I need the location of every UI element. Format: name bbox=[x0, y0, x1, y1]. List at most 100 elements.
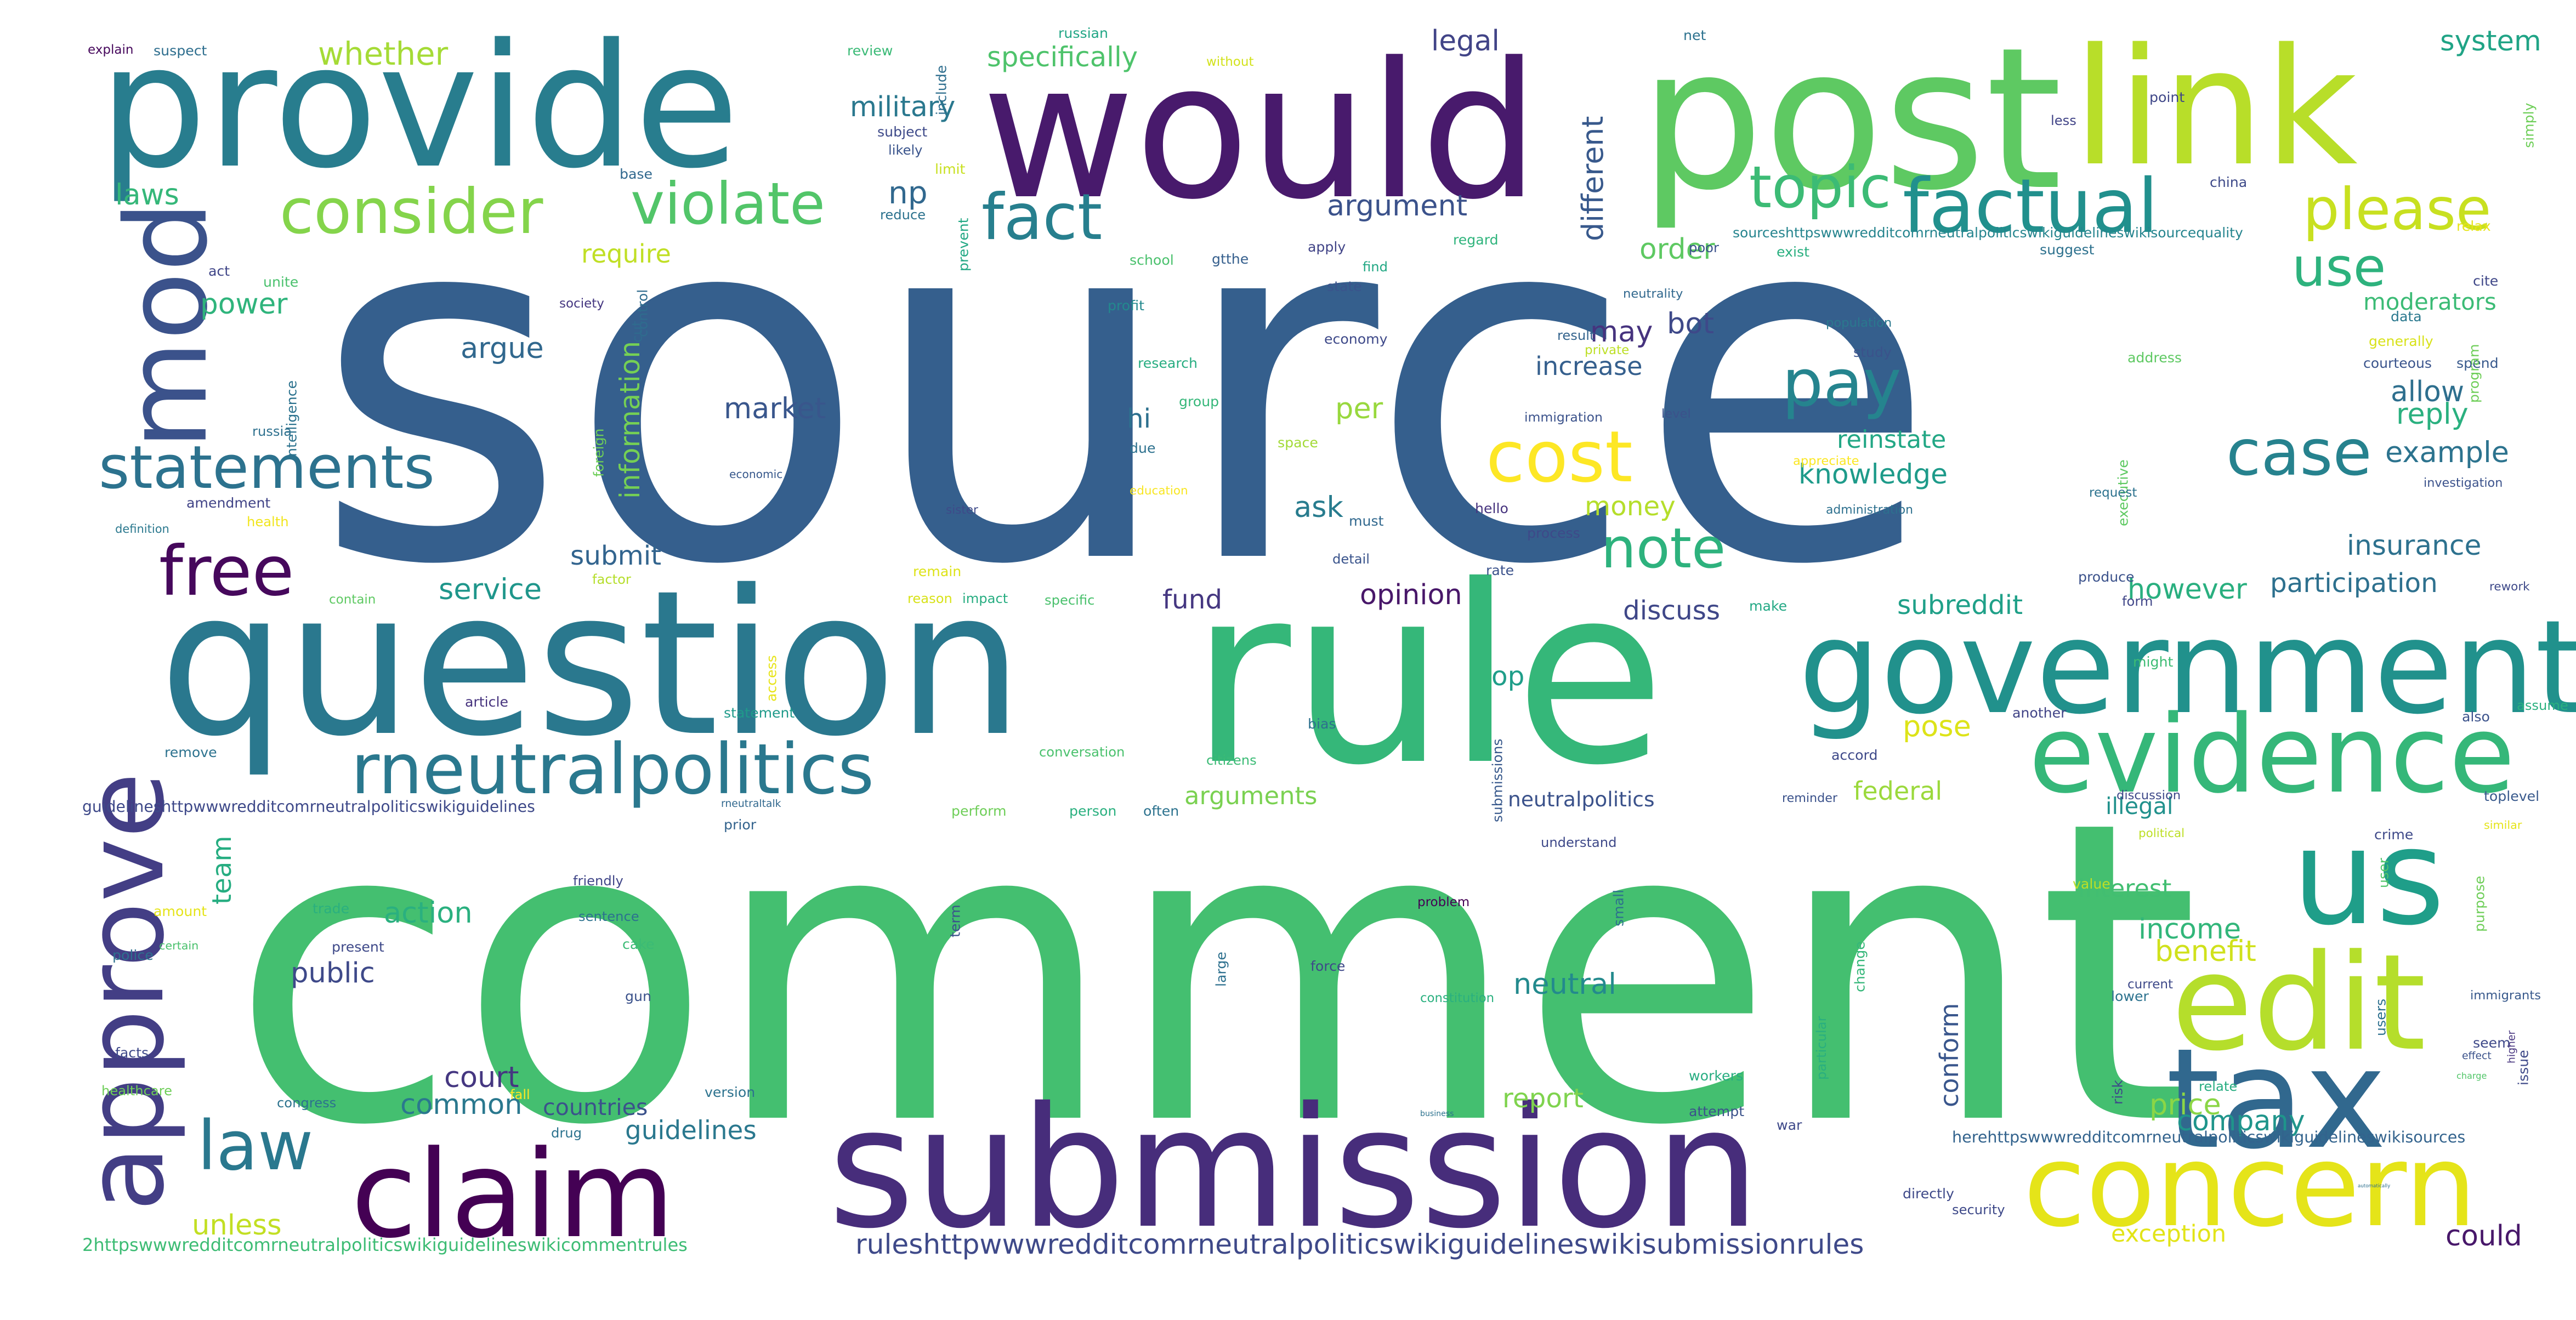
word-2httpswwwredditcomrneutralpoliticswikigu: 2httpswwwredditcomrneutralpoliticswikigu… bbox=[82, 1234, 688, 1255]
word-produce: produce bbox=[2078, 569, 2135, 585]
word-rneutraltalk: rneutraltalk bbox=[721, 798, 781, 810]
word-friendly: friendly bbox=[573, 873, 623, 889]
word-security: security bbox=[1952, 1202, 2005, 1217]
word-exception: exception bbox=[2111, 1220, 2227, 1248]
word-amount: amount bbox=[154, 903, 207, 919]
word-link: link bbox=[2073, 14, 2358, 202]
word-sourceshttpswwwredditcomrneutralpolitics: sourceshttpswwwredditcomrneutralpolitics… bbox=[1733, 225, 2243, 241]
word-conform: conform bbox=[1934, 1003, 1964, 1107]
word-russian: russian bbox=[1058, 25, 1108, 41]
word-apply: apply bbox=[1308, 239, 1346, 255]
word-point: point bbox=[2149, 89, 2185, 105]
word-act: act bbox=[208, 263, 230, 279]
word-russia: russia bbox=[252, 424, 292, 439]
word-sentence: sentence bbox=[578, 909, 639, 924]
word-population: population bbox=[1826, 316, 1892, 330]
word-opinion: opinion bbox=[1360, 578, 1462, 611]
word-military: military bbox=[850, 90, 956, 123]
word-post: post bbox=[1639, 6, 2063, 234]
word-guidelineshttpwwwredditcomrneutralpoliti: guidelineshttpwwwredditcomrneutralpoliti… bbox=[82, 798, 535, 816]
word-understand: understand bbox=[1541, 835, 1617, 850]
word-approve: approve bbox=[63, 772, 189, 1211]
word-however: however bbox=[2127, 573, 2247, 605]
word-law: law bbox=[197, 1107, 314, 1186]
word-conversation: conversation bbox=[1039, 744, 1125, 760]
word-health: health bbox=[247, 514, 289, 530]
word-limit: limit bbox=[935, 161, 966, 177]
word-service: service bbox=[439, 573, 542, 606]
word-particular: particular bbox=[1813, 1016, 1829, 1080]
word-whether: whether bbox=[318, 36, 449, 72]
word-citizens: citizens bbox=[1206, 753, 1257, 768]
word-another: another bbox=[2012, 705, 2067, 721]
word-reply: reply bbox=[2396, 397, 2469, 431]
word-investigation: investigation bbox=[2424, 476, 2503, 490]
word-bias: bias bbox=[1308, 716, 1336, 732]
word-factual: factual bbox=[1903, 163, 2159, 250]
word-reminder: reminder bbox=[1782, 791, 1837, 805]
word-workers: workers bbox=[1689, 1068, 1744, 1084]
word-fall: fall bbox=[510, 1087, 530, 1102]
word-congress: congress bbox=[277, 1095, 337, 1111]
word-healthcare: healthcare bbox=[101, 1083, 172, 1099]
word-business: business bbox=[1420, 1110, 1454, 1118]
word-seem: seem bbox=[2473, 1035, 2511, 1051]
word-sister: sister bbox=[946, 503, 978, 517]
word-ruleshttpwwwredditcomrneutralpoliticswik: ruleshttpwwwredditcomrneutralpoliticswik… bbox=[855, 1228, 1864, 1260]
word-case: case bbox=[2226, 417, 2372, 490]
word-price: price bbox=[2149, 1088, 2221, 1122]
word-without: without bbox=[1206, 55, 1254, 69]
word-generally: generally bbox=[2369, 333, 2433, 349]
word-less: less bbox=[2051, 113, 2076, 128]
word-government: government bbox=[1798, 592, 2576, 743]
word-trade: trade bbox=[313, 901, 350, 917]
word-intelligence: intelligence bbox=[283, 380, 300, 460]
word-gun: gun bbox=[625, 988, 651, 1004]
word-argue: argue bbox=[461, 332, 544, 365]
word-please: please bbox=[2303, 176, 2492, 243]
word-mod: mod bbox=[101, 201, 232, 450]
word-charge: charge bbox=[2456, 1071, 2487, 1081]
word-court: court bbox=[444, 1061, 519, 1094]
word-pose: pose bbox=[1903, 710, 1971, 743]
word-note: note bbox=[1601, 516, 1726, 581]
word-drug: drug bbox=[551, 1125, 582, 1141]
word-hi: hi bbox=[1127, 403, 1151, 434]
word-higher: higher bbox=[2506, 1030, 2518, 1063]
word-form: form bbox=[2122, 594, 2153, 609]
word-program: program bbox=[2466, 344, 2482, 403]
word-income: income bbox=[2138, 913, 2242, 946]
word-prior: prior bbox=[724, 817, 757, 833]
word-cut: cut bbox=[629, 321, 645, 343]
word-relax: relax bbox=[2456, 218, 2491, 234]
word-toplevel: toplevel bbox=[2484, 788, 2540, 804]
word-term: term bbox=[947, 904, 963, 937]
word-appreciate: appreciate bbox=[1793, 454, 1859, 468]
word-violate: violate bbox=[631, 170, 825, 237]
word-group: group bbox=[1179, 394, 1219, 409]
word-may: may bbox=[1590, 315, 1653, 349]
word-private: private bbox=[1585, 343, 1630, 357]
word-common: common bbox=[400, 1089, 523, 1121]
word-economic: economic bbox=[729, 468, 783, 481]
word-comment: comment bbox=[230, 733, 2200, 1216]
word-impact: impact bbox=[962, 591, 1008, 606]
word-request: request bbox=[2089, 486, 2137, 500]
word-laws: laws bbox=[115, 178, 179, 212]
word-suggest: suggest bbox=[2040, 242, 2095, 258]
word-concern: concern bbox=[2023, 1119, 2477, 1252]
word-article: article bbox=[465, 694, 509, 710]
word-contain: contain bbox=[329, 593, 376, 607]
word-specifically: specifically bbox=[987, 41, 1138, 73]
word-issue: issue bbox=[2515, 1050, 2532, 1085]
word-discussion: discussion bbox=[2117, 788, 2181, 803]
word-specific: specific bbox=[1045, 593, 1095, 608]
word-political: political bbox=[2138, 827, 2185, 840]
word-cite: cite bbox=[2473, 273, 2499, 289]
word-allow: allow bbox=[2391, 375, 2465, 408]
word-unite: unite bbox=[263, 274, 299, 290]
word-might: might bbox=[2133, 654, 2174, 670]
word-relate: relate bbox=[2199, 1079, 2238, 1094]
word-prevent: prevent bbox=[955, 218, 972, 271]
word-power: power bbox=[200, 288, 288, 321]
